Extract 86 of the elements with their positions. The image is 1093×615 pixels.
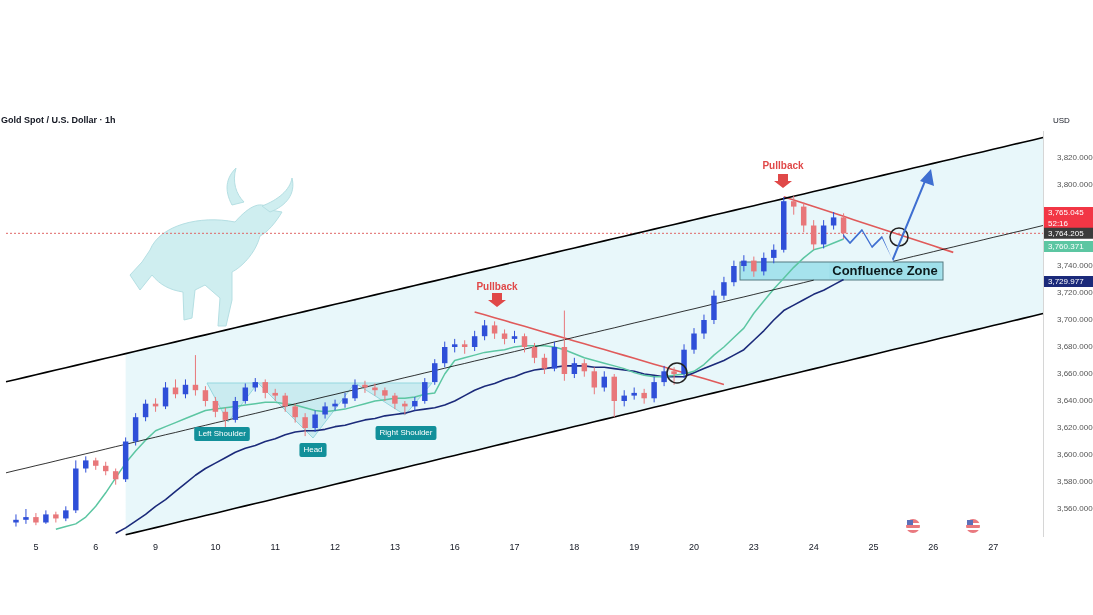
candlestick (322, 401, 328, 420)
candlestick (771, 243, 777, 264)
annotation: Pullback (476, 280, 518, 292)
x-tick-label: 20 (689, 541, 700, 552)
y-tick-label: 3,800.000 (1057, 180, 1093, 190)
candlestick (651, 376, 657, 403)
candlestick (790, 195, 797, 216)
x-tick-label: 12 (330, 541, 341, 552)
x-tick-label: 26 (928, 541, 939, 552)
y-tick-label: 3,580.000 (1057, 477, 1093, 487)
candlestick (302, 412, 308, 437)
y-tick-label: 3,700.000 (1057, 315, 1093, 325)
x-tick-label: 16 (449, 541, 460, 552)
x-tick-label: 10 (210, 541, 221, 552)
candlestick (282, 392, 288, 413)
candlestick (571, 357, 578, 379)
candlestick (761, 252, 767, 276)
x-tick-label: 24 (808, 541, 819, 552)
text: 3,729.977 (1048, 276, 1085, 286)
y-tick-label: 3,820.000 (1057, 153, 1093, 163)
y-tick-label: 3,680.000 (1057, 342, 1093, 352)
y-tick-label: 3,720.000 (1057, 288, 1093, 298)
candlestick (471, 330, 478, 352)
candlestick (222, 407, 229, 429)
candlestick (212, 396, 219, 418)
candlestick (481, 319, 488, 341)
candlestick (202, 385, 209, 407)
candlestick (601, 370, 608, 393)
candlestick (342, 392, 348, 409)
candlestick (751, 256, 757, 278)
y-tick-label: 3,740.000 (1057, 261, 1093, 271)
y-axis-title: USD (1053, 116, 1071, 126)
y-tick-label: 3,640.000 (1057, 396, 1093, 406)
candlestick (441, 341, 448, 368)
candlestick (531, 342, 538, 364)
candlestick (661, 365, 667, 387)
candlestick (551, 341, 558, 372)
chart-title: Gold Spot / U.S. Dollar · 1h (1, 115, 116, 126)
x-tick-label: 23 (748, 541, 759, 552)
x-tick-label: 19 (629, 541, 640, 552)
candlestick (800, 202, 807, 233)
candlestick (422, 377, 428, 405)
x-tick-label: 17 (509, 541, 520, 552)
candlestick (731, 260, 737, 287)
x-tick-label: 11 (270, 541, 280, 552)
candlestick (362, 380, 368, 394)
y-tick-label: 3,660.000 (1057, 369, 1093, 379)
candlestick (432, 358, 438, 386)
x-tick-label: 25 (868, 541, 879, 552)
y-tick-label: 3,560.000 (1057, 504, 1093, 514)
candlestick (33, 512, 39, 526)
candlestick (352, 378, 358, 402)
candlestick (840, 212, 847, 240)
candlestick (53, 511, 59, 523)
x-tick-label: 6 (93, 541, 99, 552)
annotation: Left Shoulder (198, 429, 247, 439)
annotation: Confluence Zone (832, 262, 938, 278)
annotation: Head (303, 445, 323, 455)
candlestick (691, 327, 697, 355)
candlestick (382, 387, 388, 402)
x-tick-label: 18 (569, 541, 580, 552)
x-tick-label: 9 (153, 541, 159, 552)
candlestick (591, 366, 598, 395)
candlestick (312, 409, 318, 433)
candlestick (262, 378, 268, 399)
x-tick-label: 5 (33, 541, 39, 552)
candlestick (701, 314, 707, 340)
candlestick (392, 392, 398, 410)
candlestick (13, 513, 19, 528)
annotation: Pullback (762, 159, 804, 171)
ref-line-label: 3,764.205 (1048, 228, 1085, 238)
x-tick-label: 27 (988, 541, 999, 552)
candlestick (671, 366, 677, 386)
y-tick-label: 3,620.000 (1057, 423, 1093, 433)
candlestick (23, 508, 29, 525)
candlestick (292, 403, 298, 424)
text: 3,765.045 52:16 (1048, 207, 1085, 228)
text: 3,760.371 (1048, 241, 1085, 251)
candlestick (232, 396, 239, 424)
annotation: Right Shoulder (379, 428, 433, 438)
candlestick (741, 254, 747, 272)
candlestick (721, 276, 727, 301)
y-tick-label: 3,600.000 (1057, 450, 1093, 460)
candlestick (521, 333, 528, 353)
candlestick (541, 353, 548, 375)
x-tick-label: 13 (389, 541, 400, 552)
